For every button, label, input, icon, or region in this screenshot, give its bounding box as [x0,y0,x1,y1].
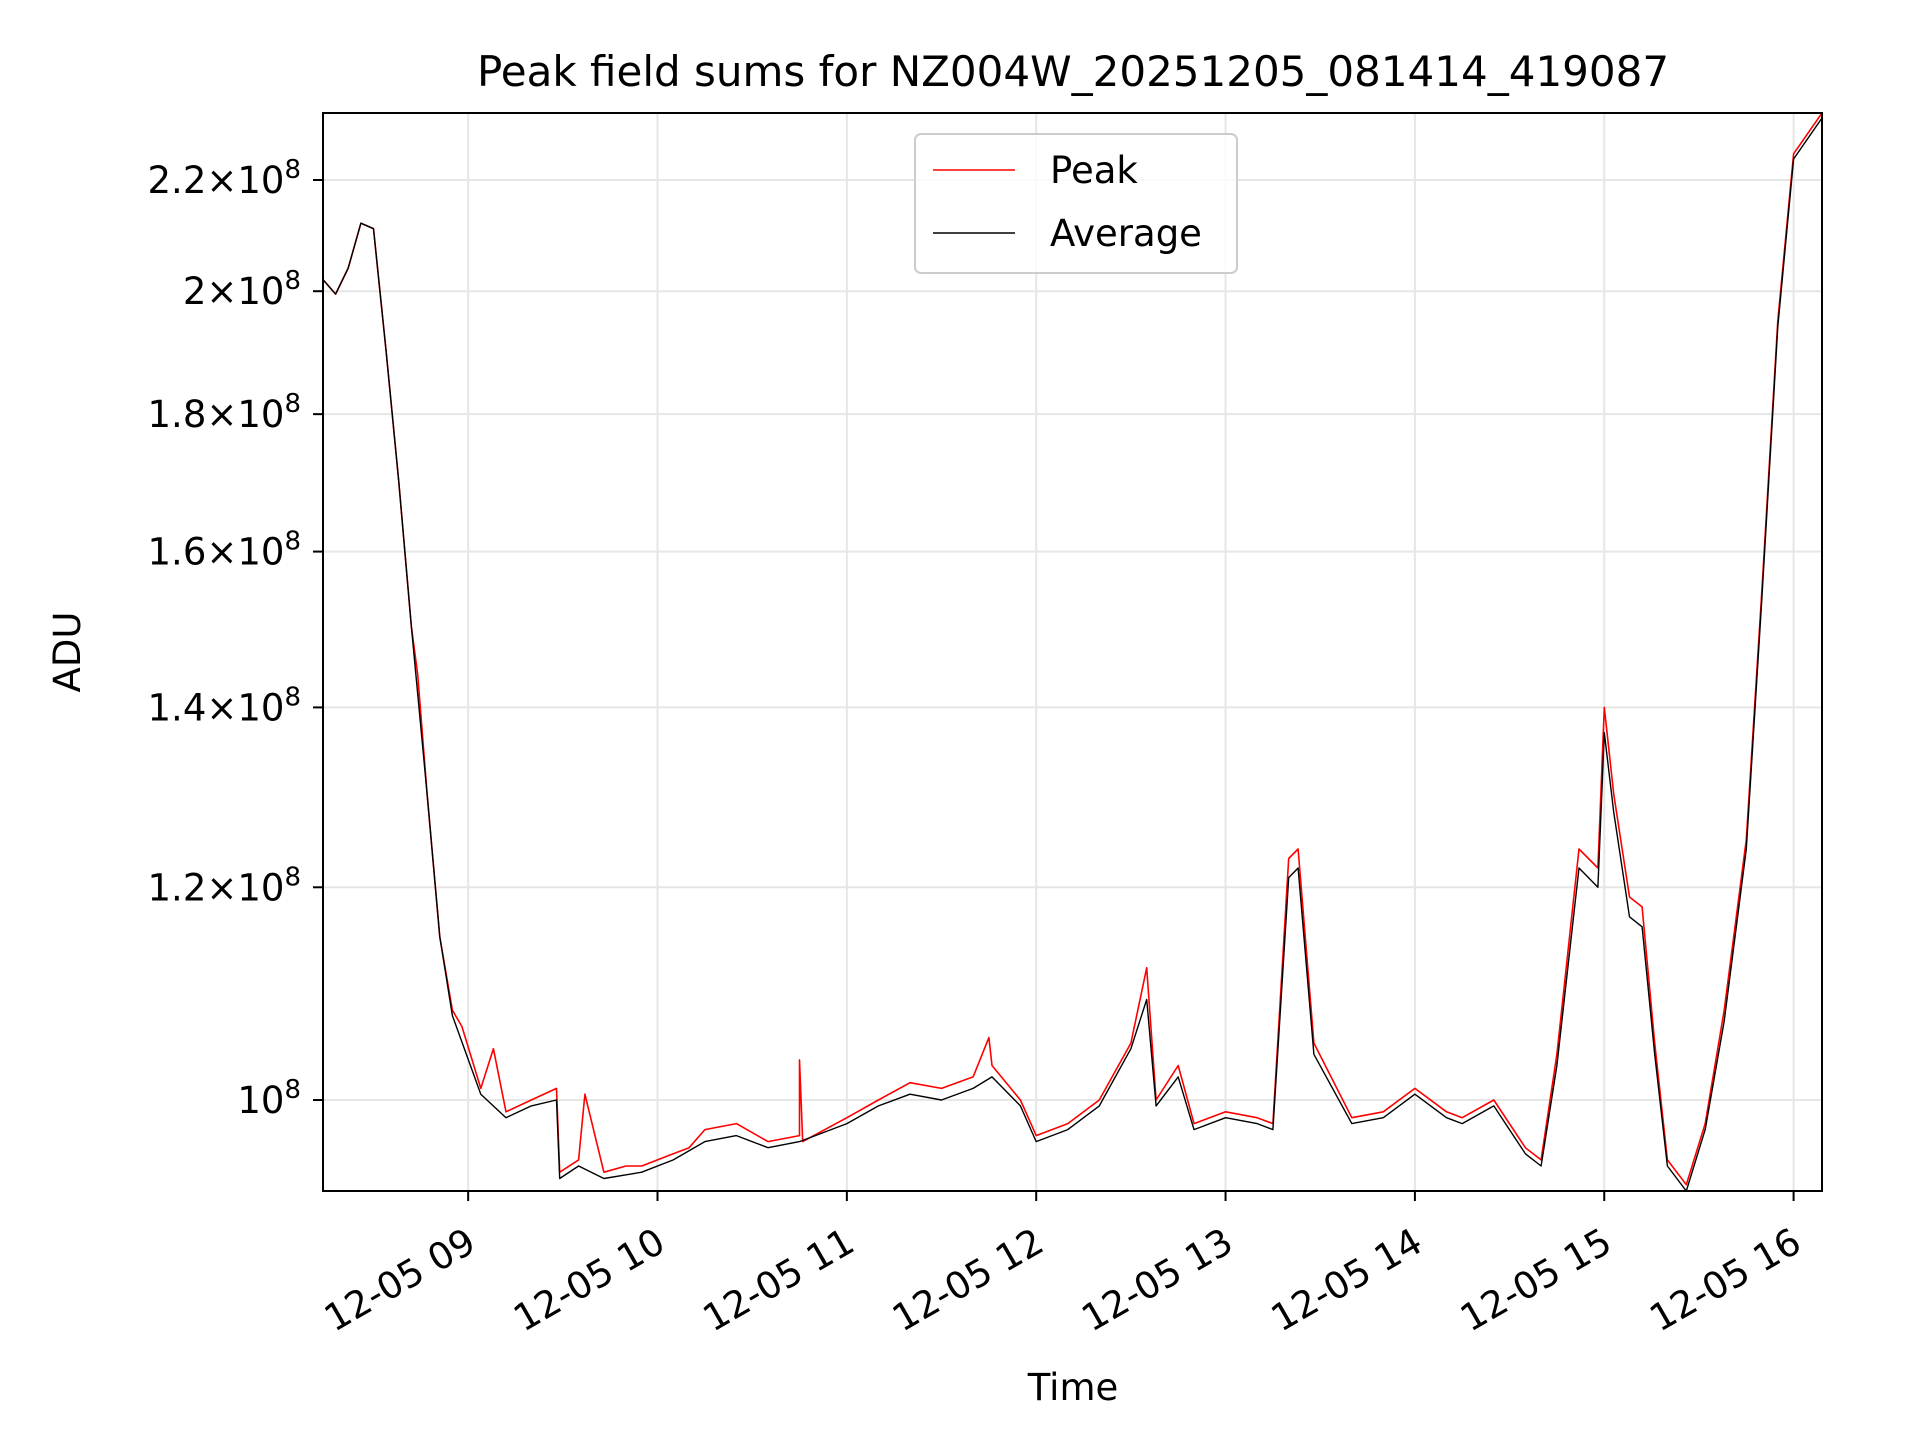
legend: Peak Average [914,133,1238,274]
y-tick-label: 1.2×108 [148,862,301,909]
y-axis-label: ADU [46,612,89,693]
legend-box [914,133,1238,274]
series-line-peak [323,113,1822,1186]
y-tick-label: 2×108 [183,266,301,313]
x-axis-label: Time [1027,1366,1119,1409]
legend-average-label: Average [1050,212,1202,255]
legend-peak-label: Peak [1050,149,1138,192]
series-line-average [323,117,1822,1191]
y-tick-label: 2.2×108 [148,155,301,202]
y-tick-label: 1.4×108 [148,682,301,729]
y-axis-ticks: 108 1.2×108 1.4×108 1.6×108 1.8×108 2×108 2.2×… [148,155,323,1122]
y-tick-label: 1.6×108 [148,527,301,574]
plot-series [323,113,1822,1191]
chart-title: Peak field sums for NZ004W_20251205_0814… [477,47,1669,96]
plot-area-frame [322,112,1823,1192]
y-tick-label: 1.8×108 [148,389,301,436]
y-tick-label: 108 [237,1075,301,1122]
